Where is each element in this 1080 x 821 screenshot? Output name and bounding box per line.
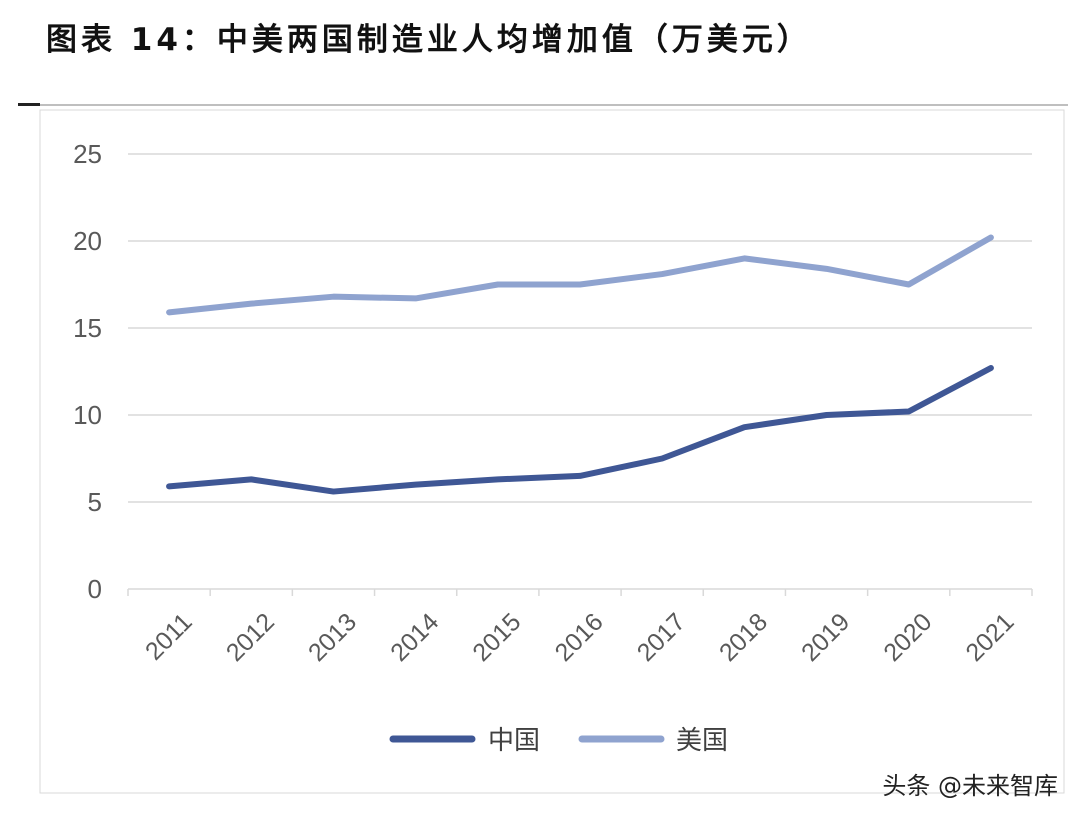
x-tick-label: 2019 (796, 608, 855, 667)
y-tick-label: 25 (73, 139, 102, 169)
x-tick-label: 2011 (140, 608, 198, 666)
x-tick-label: 2015 (467, 608, 526, 667)
y-tick-label: 5 (88, 487, 102, 517)
y-tick-label: 15 (73, 313, 102, 343)
y-tick-label: 0 (88, 574, 102, 604)
y-tick-label: 20 (73, 226, 102, 256)
chart-title: 图表 14：中美两国制造业人均增加值（万美元） (46, 22, 812, 58)
title-divider-accent (18, 103, 40, 106)
legend-label: 中国 (488, 726, 540, 756)
x-tick-label: 2017 (632, 608, 691, 667)
legend-label: 美国 (676, 726, 728, 756)
x-tick-label: 2016 (550, 608, 609, 667)
y-tick-label: 10 (73, 400, 102, 430)
legend: 中国 美国 (389, 726, 728, 756)
y-axis-ticks: 0 5 10 15 20 25 (73, 139, 102, 604)
gridlines (128, 153, 1032, 590)
x-tick-label: 2018 (714, 608, 773, 667)
x-tick-label: 2012 (221, 608, 280, 667)
series-line-china (166, 365, 994, 495)
chart-frame (39, 109, 1065, 794)
x-tick-label: 2021 (960, 608, 1019, 667)
series-lines (166, 234, 994, 495)
x-tick-label: 2020 (878, 608, 937, 667)
x-axis-ticks: 2011 2012 2013 2014 2015 2016 2017 2018 2019 2020… (127, 589, 1033, 667)
series-line-usa (166, 234, 994, 316)
title-divider (18, 104, 1068, 106)
x-tick-label: 2014 (385, 608, 444, 667)
watermark: 头条 @未来智库 (882, 772, 1058, 800)
x-tick-label: 2013 (303, 608, 362, 667)
